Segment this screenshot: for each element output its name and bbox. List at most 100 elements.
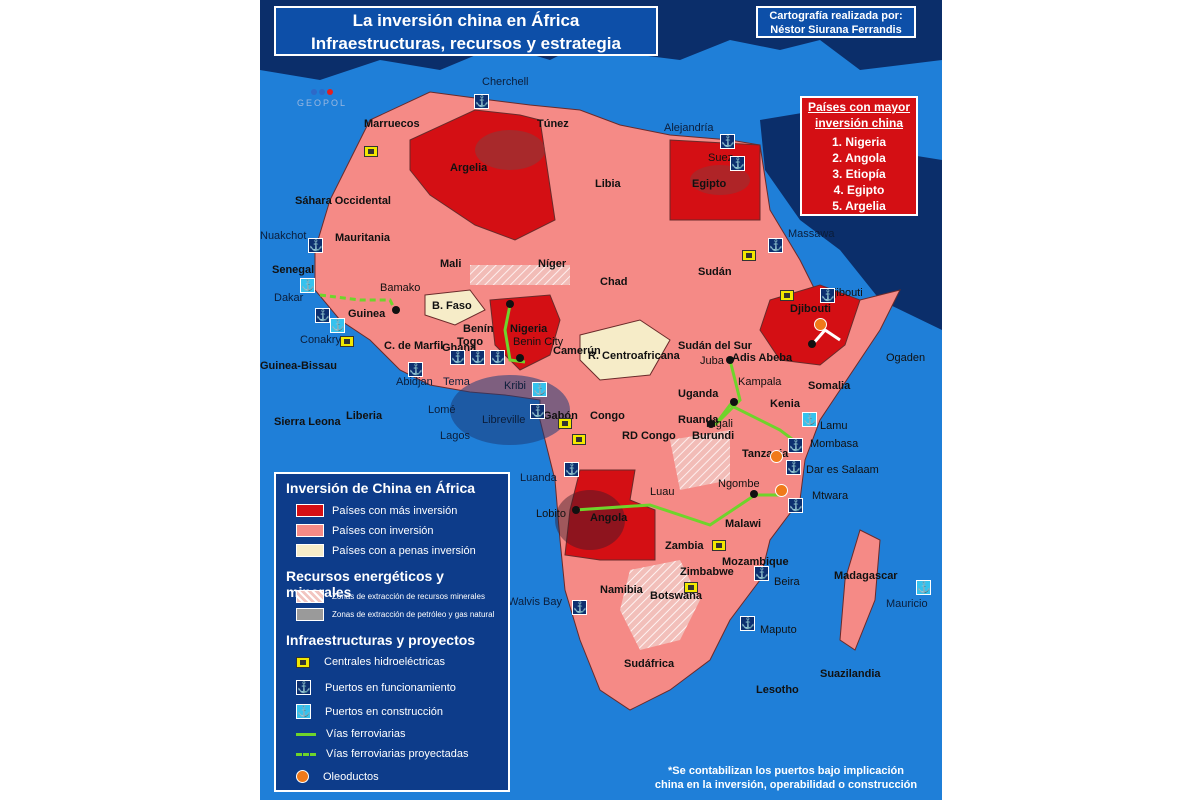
label-madagascar: Madagascar	[834, 570, 898, 582]
etiopia-high	[759, 284, 861, 366]
label-dar: Dar es Salaam	[806, 464, 879, 476]
mineral-zone-sahel	[470, 265, 570, 285]
legend-port-op-icon: ⚓	[296, 680, 311, 695]
label-lobito: Lobito	[536, 508, 566, 520]
port-maputo-icon: ⚓	[740, 616, 755, 631]
legend-inf-hydro-label: Centrales hidroeléctricas	[324, 656, 446, 668]
label-suez: Suez	[708, 152, 734, 164]
label-kribi: Kribi	[504, 380, 527, 392]
label-lamu: Lamu	[820, 420, 848, 432]
label-liberia: Liberia	[346, 410, 383, 422]
hydro-sudan-icon	[742, 250, 756, 261]
port-lome-icon: ⚓	[470, 350, 485, 365]
label-luanda: Luanda	[520, 472, 557, 484]
top-country-3: 3. Etiopía	[832, 167, 886, 181]
port-alejandria-icon: ⚓	[720, 134, 735, 149]
label-alejandria: Alejandría	[664, 122, 714, 134]
city-dot-nigeria	[506, 300, 514, 308]
label-nuakchot: Nuakchot	[260, 230, 307, 242]
hydro-gabon-icon	[558, 418, 572, 429]
label-juba: Juba	[700, 355, 724, 367]
oil-pipeline-etiopia-icon	[814, 318, 827, 331]
city-dot-kigali	[707, 420, 715, 428]
top-countries-heading1: Países con mayor	[807, 100, 911, 114]
label-burkina: B. Faso	[432, 300, 472, 312]
legend-swatch-low	[296, 544, 324, 557]
railway-west-projected	[319, 293, 397, 311]
port-beira-icon: ⚓	[754, 566, 769, 581]
port-djibouti-icon: ⚓	[820, 288, 835, 303]
map-title-line1: La inversión china en África	[352, 11, 580, 30]
label-libia: Libia	[595, 178, 621, 190]
railway-east	[713, 359, 801, 447]
legend-inv-high-label: Países con más inversión	[332, 504, 458, 517]
label-uganda: Uganda	[678, 388, 719, 400]
label-mozambique: Mozambique	[722, 556, 789, 568]
hydro-etiopia-icon	[780, 290, 794, 301]
hydro-zambia-icon	[712, 540, 726, 551]
legend-inf-oil: Oleoductos	[296, 770, 379, 783]
city-dot-adis-abeba	[808, 340, 816, 348]
legend-res-oil: Zonas de extracción de petróleo y gas na…	[296, 608, 494, 621]
label-lagos: Lagos	[440, 430, 470, 442]
oil-zone-4	[555, 490, 625, 550]
legend-inf-title: Infraestructuras y proyectos	[286, 632, 476, 648]
oil-zone-1	[475, 130, 545, 170]
map-area: La inversión china en África Infraestruc…	[260, 0, 942, 800]
port-guinea-icon: ⚓	[330, 318, 345, 333]
mineral-zone-south	[620, 560, 700, 650]
credit-line1: Cartografía realizada por:	[769, 10, 903, 22]
city-dot-lobito	[572, 506, 580, 514]
legend-rail-icon	[296, 732, 316, 736]
label-benin-city: Benin City	[513, 336, 564, 348]
legend-panel: Inversión de China en África Países con …	[274, 472, 510, 792]
legend-inf-port-op-label: Puertos en funcionamiento	[325, 681, 456, 694]
legend-swatch-oil	[296, 608, 324, 621]
mineral-zone-congo	[670, 430, 730, 490]
port-conakry-icon: ⚓	[315, 308, 330, 323]
label-sierra-leona: Sierra Leona	[274, 416, 341, 428]
label-mauricio: Mauricio	[886, 598, 928, 610]
label-cherchell: Cherchell	[482, 76, 529, 88]
port-kribi-icon: ⚓	[532, 382, 547, 397]
label-djibouti: Djibouti	[790, 303, 831, 315]
label-massawa: Massawa	[788, 228, 835, 240]
label-rdcongo: RD Congo	[622, 430, 676, 442]
legend-oil-icon	[296, 770, 309, 783]
legend-swatch-mid	[296, 524, 324, 537]
label-malawi: Malawi	[725, 518, 762, 530]
legend-res-oil-label: Zonas de extracción de petróleo y gas na…	[332, 610, 495, 619]
label-mtwara: Mtwara	[812, 490, 849, 502]
label-djibouti-port: Djibouti	[826, 287, 863, 299]
legend-inf-port-co-label: Puertos en construcción	[325, 705, 444, 718]
city-dot-juba	[726, 356, 734, 364]
credit-line2: Néstor Siurana Ferrandis	[770, 24, 902, 36]
city-dot-kampala	[730, 398, 738, 406]
label-togo: Togo	[457, 336, 484, 348]
label-kenia: Kenia	[770, 398, 800, 410]
label-luau: Luau	[650, 486, 675, 498]
label-senegal: Senegal	[272, 264, 315, 276]
label-beira: Beira	[774, 576, 800, 588]
label-camerun: Camerún	[553, 345, 601, 357]
port-mauricio-icon: ⚓	[916, 580, 931, 595]
pipeline-ethiopia	[810, 328, 841, 346]
oil-pipeline-mtwara-icon	[775, 484, 788, 497]
port-nuakchot-icon: ⚓	[308, 238, 323, 253]
label-zambia: Zambia	[665, 540, 704, 552]
label-nigeria: Nigeria	[510, 323, 548, 335]
port-lamu-icon: ⚓	[802, 412, 817, 427]
top-country-1: 1. Nigeria	[831, 135, 887, 149]
label-maputo: Maputo	[760, 624, 797, 636]
oil-zone-2	[690, 165, 750, 195]
angola-high	[564, 469, 656, 561]
legend-title: Inversión de China en África	[286, 480, 476, 496]
label-abidjan: Abidjan	[396, 376, 433, 388]
label-mali: Mali	[440, 258, 462, 270]
label-burundi: Burundi	[692, 430, 735, 442]
label-ogaden: Ogaden	[886, 352, 926, 364]
legend-inf-rail-proj-label: Vías ferroviarias proyectadas	[326, 748, 469, 760]
legend-inf-rail-proj: Vías ferroviarias proyectadas	[296, 748, 468, 760]
label-dakar: Dakar	[274, 292, 304, 304]
label-egipto: Egipto	[692, 178, 727, 190]
